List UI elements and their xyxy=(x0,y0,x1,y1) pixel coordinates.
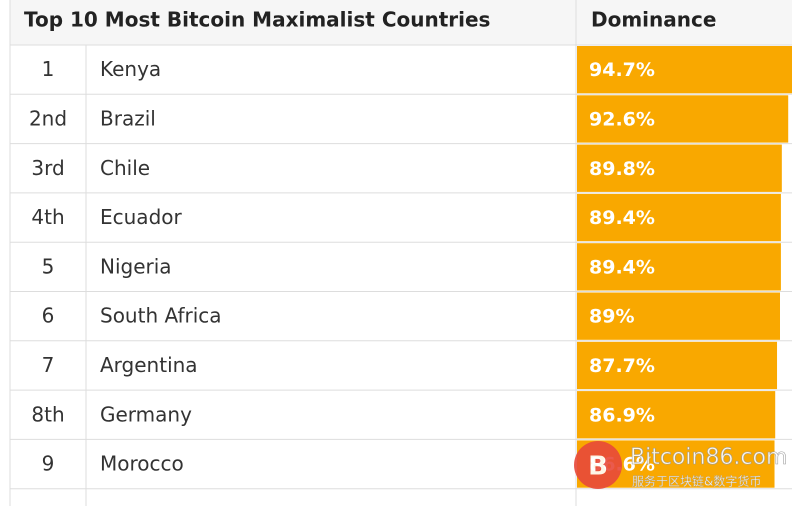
bar xyxy=(577,144,782,192)
rank: 1 xyxy=(42,57,55,81)
rank: 4th xyxy=(31,205,64,229)
column-header: Dominance xyxy=(591,8,716,32)
value-label: 87.7% xyxy=(589,355,655,377)
bar xyxy=(577,243,781,291)
header-bg xyxy=(10,0,792,45)
watermark-site: Bitcoin86.com xyxy=(630,445,787,470)
country: Nigeria xyxy=(100,254,172,278)
country: Argentina xyxy=(100,353,198,377)
watermark-logo xyxy=(574,441,622,489)
country: Ecuador xyxy=(100,205,182,229)
table-title: Top 10 Most Bitcoin Maximalist Countries xyxy=(24,8,490,32)
value-label: 89.4% xyxy=(589,256,655,278)
value-label: 89% xyxy=(589,306,634,328)
country: Germany xyxy=(100,402,192,426)
value-label: 92.6% xyxy=(589,108,655,130)
value-label: 94.7% xyxy=(589,59,655,81)
rank: 8th xyxy=(31,402,64,426)
value-label: 86.9% xyxy=(589,404,655,426)
value-label: 89.4% xyxy=(589,207,655,229)
rank: 2nd xyxy=(29,106,67,130)
rank: 5 xyxy=(42,254,55,278)
rows: 1 Kenya 94.7% 2nd Brazil 92.6% 3rd Chile 89.8% 4t… xyxy=(10,44,792,490)
country: Chile xyxy=(100,156,150,180)
country: Morocco xyxy=(100,452,184,476)
country: Kenya xyxy=(100,57,161,81)
bar xyxy=(577,341,778,390)
bar xyxy=(577,391,776,439)
bar xyxy=(577,193,781,242)
rank: 7 xyxy=(42,353,55,377)
rank: 6 xyxy=(42,304,55,328)
bar xyxy=(577,46,792,94)
country: South Africa xyxy=(100,304,222,328)
bar xyxy=(577,95,789,143)
country: Brazil xyxy=(100,106,156,130)
bar xyxy=(577,292,780,340)
watermark-slogan: 服务于区块链&数字货币 xyxy=(632,474,761,489)
watermark: B Bitcoin86.com 服务于区块链&数字货币 xyxy=(574,441,788,489)
rank: 3rd xyxy=(31,156,64,180)
value-label: 89.8% xyxy=(589,158,655,180)
watermark-logo-b: B xyxy=(588,452,608,482)
rank: 9 xyxy=(42,452,55,476)
